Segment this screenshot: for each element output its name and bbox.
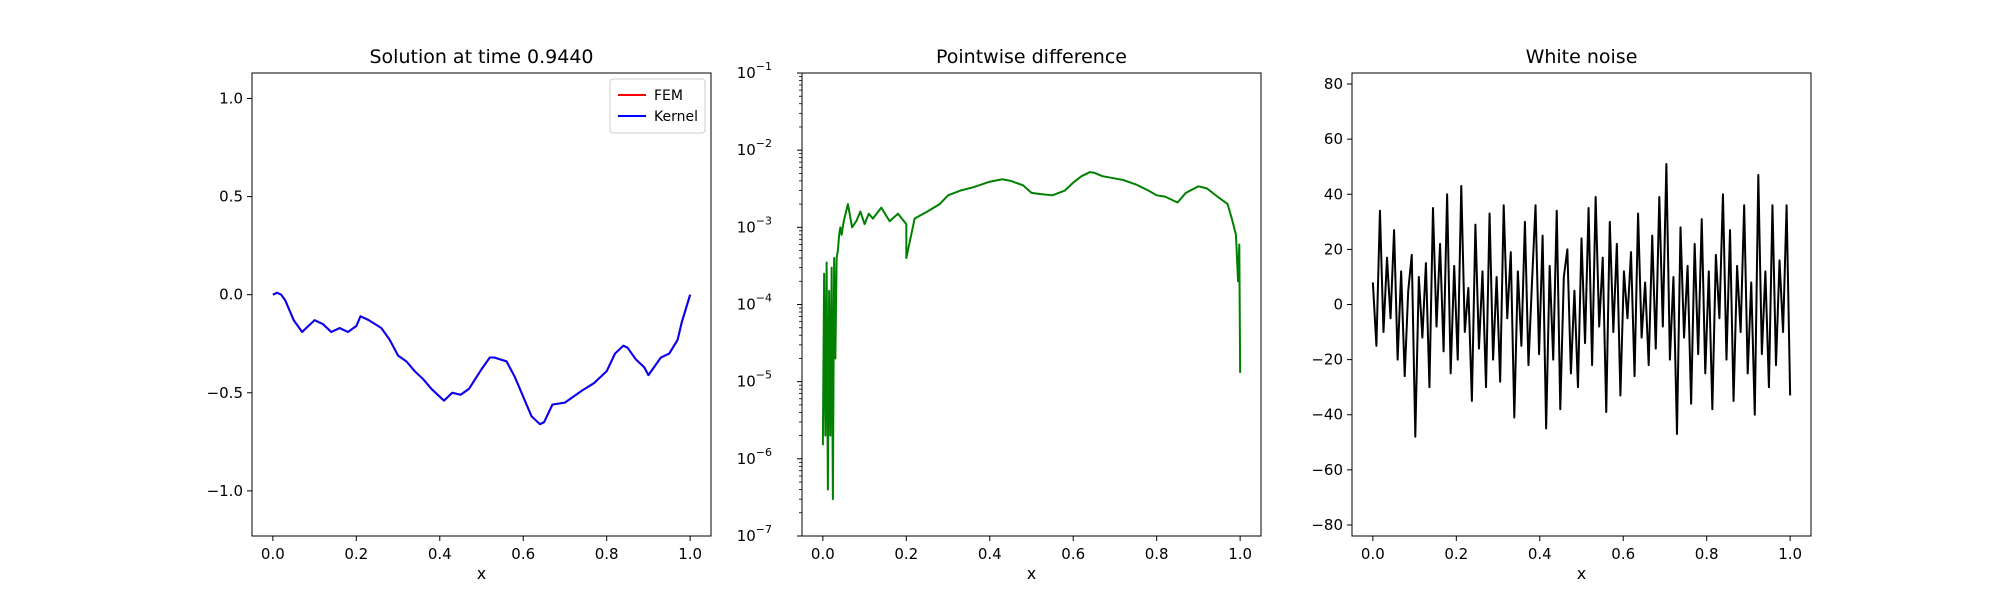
y-tick-label: 10−2 [737,137,772,159]
x-tick-label: 0.6 [1061,545,1085,563]
y-tick-exponent: −4 [756,292,772,305]
x-tick-label: 0.2 [894,545,918,563]
x-tick-label: 0.8 [1145,545,1169,563]
x-tick-label: 1.0 [678,545,702,563]
y-tick-base: 10 [737,141,756,159]
y-tick-base: 10 [737,64,756,82]
x-tick-label: 1.0 [1228,545,1252,563]
y-tick-base: 10 [737,218,756,236]
y-tick-label: 10−3 [737,214,772,236]
y-tick-label: 10−5 [737,369,772,391]
x-tick-label: 0.2 [344,545,368,563]
series-group [272,291,692,426]
x-tick-label: 0.4 [428,545,452,563]
x-axis-label: x [1577,564,1586,583]
y-tick-base: 10 [737,450,756,468]
x-tick-label: 1.0 [1778,545,1802,563]
x-tick-label: 0.4 [978,545,1002,563]
x-tick-label: 0.4 [1528,545,1552,563]
x-tick-label: 0.8 [1695,545,1719,563]
x-tick-label: 0.0 [1361,545,1385,563]
subplot-solution: 0.0 0.2 0.4 0.6 0.8 1.0 −1.0 −0.5 0.0 0.5 1.0 Solut… [207,46,712,583]
x-tick-label: 0.8 [595,545,619,563]
axes-frame [251,72,712,537]
x-axis-label: x [1027,564,1036,583]
chart-title: Solution at time 0.9440 [369,46,593,68]
y-tick-exponent: −2 [756,137,772,150]
y-tick-exponent: −5 [756,369,772,382]
y-tick-exponent: −7 [756,523,772,536]
y-tick-label: 10−1 [737,60,772,82]
y-tick-exponent: −1 [756,60,772,73]
y-tick-exponent: −6 [756,446,772,459]
y-tick-label: −0.5 [207,384,243,402]
subplot-white-noise: 0.0 0.2 0.4 0.6 0.8 1.0 −80 −60 −40 −20 0 20 40 60 80 W… [1311,46,1812,583]
series-line-fem [272,291,692,426]
x-tick-label: 0.0 [261,545,285,563]
y-tick-base: 10 [737,296,756,314]
series-line-0 [821,171,1242,501]
x-tick-label: 0.0 [811,545,835,563]
x-tick-label: 0.2 [1444,545,1468,563]
y-tick-label: 0 [1333,296,1343,314]
series-group [821,171,1242,501]
y-tick-label: −40 [1311,406,1343,424]
legend-label-kernel: Kernel [654,109,698,125]
y-tick-label: 10−7 [737,523,772,545]
axes-frame [801,72,1262,537]
x-tick-label: 0.6 [1611,545,1635,563]
chart-title: White noise [1526,46,1638,68]
legend-label-fem: FEM [654,88,683,104]
series-group [1371,162,1792,438]
subplot-pointwise-difference: 0.0 0.2 0.4 0.6 0.8 1.010−710−610−510−410−310… [737,46,1262,583]
y-tick-exponent: −3 [756,214,772,227]
y-tick-label: 0.0 [219,286,243,304]
y-tick-label: 60 [1324,130,1343,148]
y-tick-label: 20 [1324,240,1343,258]
legend-box [609,78,706,134]
y-tick-label: −60 [1311,461,1343,479]
y-tick-label: 10−4 [737,292,772,314]
series-line-kernel [272,291,692,426]
y-tick-label: 80 [1324,75,1343,93]
y-tick-label: 40 [1324,185,1343,203]
series-line-0 [1371,162,1792,438]
y-tick-label: −80 [1311,516,1343,534]
y-tick-base: 10 [737,373,756,391]
y-tick-label: −20 [1311,351,1343,369]
y-tick-label: 1.0 [219,90,243,108]
y-tick-base: 10 [737,527,756,545]
y-tick-label: 0.5 [219,188,243,206]
y-tick-label: −1.0 [207,482,243,500]
chart-title: Pointwise difference [936,46,1127,68]
x-axis-label: x [477,564,486,583]
y-tick-label: 10−6 [737,446,772,468]
x-tick-label: 0.6 [511,545,535,563]
legend: FEM Kernel [609,78,706,134]
